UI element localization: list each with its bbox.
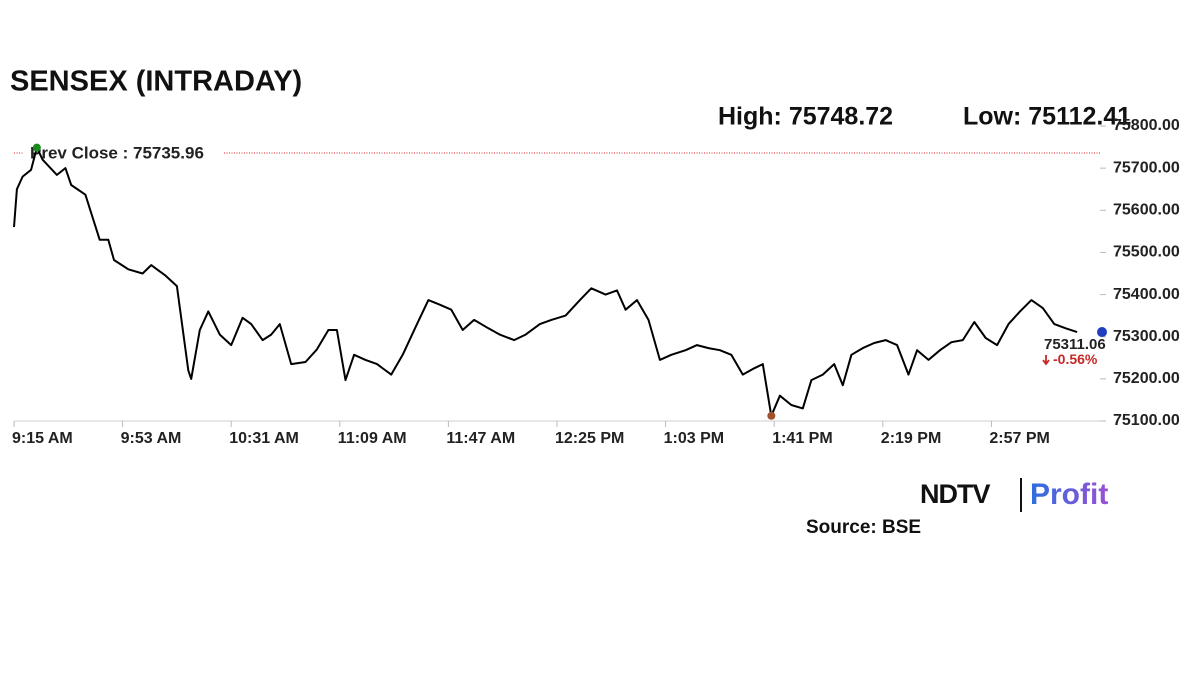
y-tick-label: 75600.00	[1113, 202, 1180, 219]
y-tick-label: 75300.00	[1113, 328, 1180, 345]
high-marker	[32, 143, 41, 152]
prev-close-label: Prev Close : 75735.96	[30, 143, 204, 162]
change-label: -0.56%	[1053, 351, 1098, 367]
x-tick-label: 9:15 AM	[12, 430, 73, 447]
x-tick-label: 1:41 PM	[772, 430, 832, 447]
x-tick-label: 2:57 PM	[989, 430, 1049, 447]
source: Source: BSE	[806, 517, 921, 538]
x-tick-label: 9:53 AM	[121, 430, 182, 447]
y-tick-label: 75100.00	[1113, 412, 1180, 429]
chart-title: SENSEX (INTRADAY)	[10, 66, 302, 98]
high-label: High: 75748.72	[718, 103, 893, 131]
brand: NDTV	[920, 479, 990, 509]
prev-close-bg	[24, 142, 224, 163]
y-tick-label: 75400.00	[1113, 286, 1180, 303]
brand-suffix: Profit	[1030, 478, 1108, 511]
x-tick-label: 12:25 PM	[555, 430, 624, 447]
last-label: 75311.06	[1044, 336, 1106, 353]
x-tick-label: 2:19 PM	[881, 430, 941, 447]
y-tick-label: 75800.00	[1113, 117, 1180, 134]
y-tick-label: 75200.00	[1113, 370, 1180, 387]
low-label: Low: 75112.41	[963, 103, 1131, 131]
x-tick-label: 11:47 AM	[446, 430, 515, 447]
y-tick-label: 75500.00	[1113, 244, 1180, 261]
x-tick-label: 10:31 AM	[229, 430, 299, 447]
price-line	[13, 146, 1078, 417]
down-arrow	[1042, 355, 1050, 366]
x-tick-label: 11:09 AM	[338, 430, 407, 447]
x-tick-label: 1:03 PM	[664, 430, 724, 447]
low-marker	[767, 411, 776, 420]
last-marker	[1097, 327, 1107, 338]
y-tick-label: 75700.00	[1113, 159, 1180, 176]
